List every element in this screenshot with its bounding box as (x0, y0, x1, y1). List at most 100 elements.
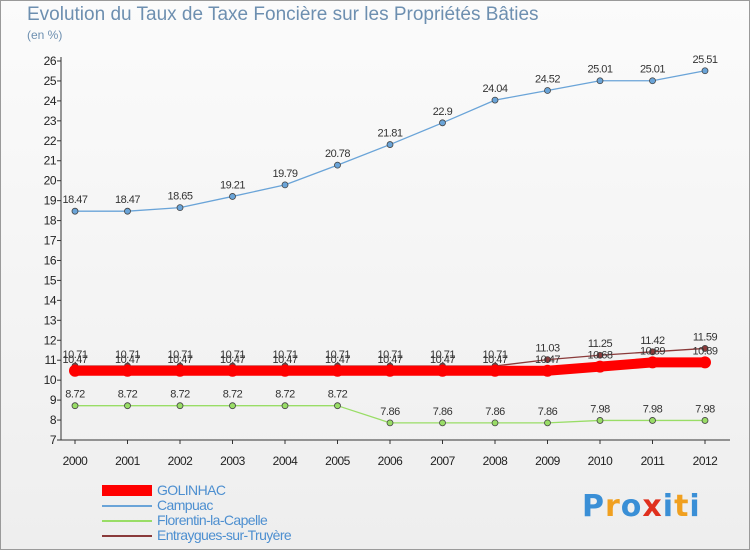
x-tick-label: 2009 (535, 454, 561, 468)
data-label-campuac: 24.52 (535, 74, 560, 86)
legend-label-golinhac: GOLINHAC (157, 482, 226, 498)
data-point-campuac (176, 204, 184, 212)
data-point-golinhac (69, 364, 81, 377)
data-label-golinhac: 10.68 (587, 350, 612, 362)
y-tick-label: 12 (44, 333, 57, 347)
y-tick-label: 7 (50, 433, 57, 447)
x-tick-label: 2012 (693, 454, 719, 468)
proxiti-logo-letter: o (620, 489, 643, 524)
y-tick-label: 9 (50, 393, 57, 407)
data-point-florentin-la-capelle (281, 402, 289, 410)
data-label-florentin-la-capelle: 8.72 (223, 389, 243, 401)
data-label-entraygues-sur-truyere: 11.03 (535, 343, 560, 355)
proxiti-logo-letter: t (674, 489, 690, 524)
legend-label-florentin-la-capelle: Florentin-la-Capelle (157, 512, 268, 528)
x-tick-label: 2003 (220, 454, 246, 468)
y-axis-unit-label: (en %) (27, 28, 63, 42)
data-label-campuac: 22.9 (433, 106, 453, 118)
y-tick-label: 26 (44, 54, 57, 68)
data-point-florentin-la-capelle (176, 402, 184, 410)
data-label-entraygues-sur-truyere: 10.71 (482, 349, 507, 361)
data-label-golinhac: 10.47 (325, 354, 350, 366)
data-label-entraygues-sur-truyere: 10.71 (325, 349, 350, 361)
data-point-florentin-la-capelle (596, 417, 604, 424)
data-point-campuac (649, 77, 656, 85)
data-label-campuac: 20.78 (325, 148, 350, 160)
y-tick-label: 15 (44, 273, 57, 287)
x-tick-label: 2007 (430, 454, 456, 468)
data-point-campuac (596, 77, 604, 85)
data-label-florentin-la-capelle: 8.72 (275, 389, 295, 401)
x-tick-label: 2000 (63, 454, 89, 468)
data-point-entraygues-sur-truyere (544, 356, 551, 364)
data-point-florentin-la-capelle (124, 402, 131, 410)
data-label-entraygues-sur-truyere: 10.71 (220, 349, 245, 361)
y-tick-label: 13 (44, 313, 57, 327)
legend-label-entraygues-sur-truyere: Entraygues-sur-Truyère (157, 527, 292, 543)
y-tick-label: 18 (44, 214, 57, 228)
data-point-florentin-la-capelle (71, 402, 79, 410)
data-label-florentin-la-capelle: 7.98 (590, 403, 610, 415)
data-point-golinhac (436, 364, 449, 377)
y-tick-label: 24 (44, 94, 57, 108)
data-label-entraygues-sur-truyere: 10.71 (167, 349, 192, 361)
data-label-golinhac: 10.89 (640, 345, 665, 357)
data-label-golinhac: 10.47 (62, 354, 87, 366)
data-point-golinhac (121, 364, 134, 377)
data-label-campuac: 18.47 (62, 194, 87, 206)
data-label-campuac: 19.21 (220, 179, 245, 191)
y-tick-label: 20 (44, 174, 57, 188)
y-tick-label: 21 (44, 154, 57, 168)
data-label-entraygues-sur-truyere: 10.71 (115, 349, 140, 361)
data-label-entraygues-sur-truyere: 10.71 (430, 349, 455, 361)
data-label-entraygues-sur-truyere: 11.25 (588, 338, 613, 350)
data-label-golinhac: 10.89 (692, 345, 717, 357)
x-tick-label: 2001 (115, 454, 141, 468)
data-label-florentin-la-capelle: 7.98 (695, 403, 715, 415)
data-point-campuac (229, 193, 236, 200)
data-label-florentin-la-capelle: 8.72 (328, 389, 348, 401)
data-point-campuac (439, 119, 446, 127)
data-point-golinhac (699, 356, 711, 369)
data-point-golinhac (646, 356, 659, 369)
data-label-florentin-la-capelle: 7.98 (643, 403, 663, 415)
data-point-florentin-la-capelle (386, 419, 394, 427)
y-tick-label: 22 (44, 134, 57, 148)
data-label-golinhac: 10.47 (482, 354, 507, 366)
proxiti-logo-letter: r (605, 489, 621, 524)
data-point-golinhac (279, 364, 291, 377)
data-point-florentin-la-capelle (229, 402, 236, 410)
x-tick-label: 2010 (588, 454, 614, 468)
y-tick-label: 17 (44, 234, 57, 248)
data-point-campuac (71, 207, 79, 215)
data-label-entraygues-sur-truyere: 10.71 (377, 349, 402, 361)
data-label-entraygues-sur-truyere: 11.42 (640, 335, 665, 347)
data-label-florentin-la-capelle: 7.86 (433, 406, 453, 418)
data-label-campuac: 21.81 (377, 128, 402, 140)
proxiti-logo-letter: x (642, 489, 663, 524)
data-point-golinhac (384, 364, 396, 377)
data-point-florentin-la-capelle (491, 419, 499, 427)
x-tick-label: 2011 (641, 454, 666, 468)
data-label-golinhac: 10.47 (220, 354, 245, 366)
legend-swatch-campuac (102, 505, 152, 507)
proxiti-logo-letter: P (582, 489, 605, 524)
data-point-entraygues-sur-truyere (596, 351, 604, 359)
data-label-golinhac: 10.47 (430, 354, 455, 366)
legend-swatch-golinhac (102, 485, 152, 496)
data-point-campuac (281, 181, 289, 189)
data-label-campuac: 18.47 (115, 194, 140, 206)
data-point-golinhac (594, 360, 606, 373)
y-tick-label: 19 (44, 194, 57, 208)
data-point-entraygues-sur-truyere (649, 348, 656, 356)
data-point-golinhac (331, 364, 344, 377)
x-tick-label: 2006 (378, 454, 404, 468)
data-point-campuac (124, 207, 131, 215)
x-tick-label: 2004 (273, 454, 299, 468)
y-tick-label: 8 (50, 413, 57, 427)
y-tick-label: 25 (44, 74, 57, 88)
data-label-entraygues-sur-truyere: 10.71 (62, 349, 87, 361)
data-label-campuac: 25.51 (692, 54, 717, 66)
